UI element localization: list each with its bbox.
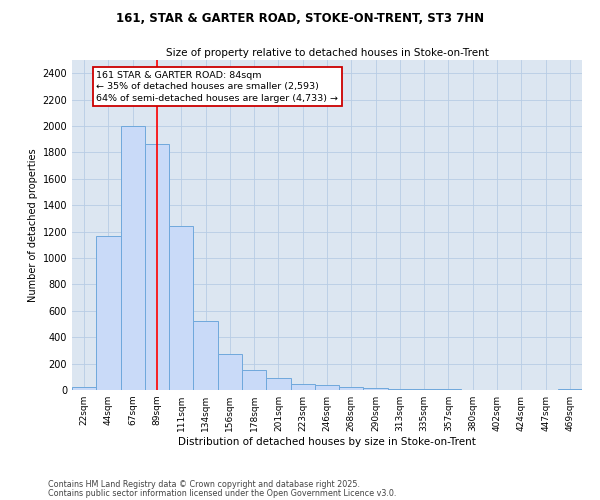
Bar [193,322,218,390]
Bar [364,388,388,390]
Text: 161, STAR & GARTER ROAD, STOKE-ON-TRENT, ST3 7HN: 161, STAR & GARTER ROAD, STOKE-ON-TRENT,… [116,12,484,26]
X-axis label: Distribution of detached houses by size in Stoke-on-Trent: Distribution of detached houses by size … [178,437,476,447]
Bar [266,378,290,390]
Title: Size of property relative to detached houses in Stoke-on-Trent: Size of property relative to detached ho… [166,48,488,58]
Bar [169,226,193,390]
Bar [290,384,315,390]
Bar [218,354,242,390]
Bar [339,388,364,390]
Bar [145,144,169,390]
Text: 161 STAR & GARTER ROAD: 84sqm
← 35% of detached houses are smaller (2,593)
64% o: 161 STAR & GARTER ROAD: 84sqm ← 35% of d… [96,70,338,103]
Bar [558,388,582,390]
Y-axis label: Number of detached properties: Number of detached properties [28,148,38,302]
Bar [388,389,412,390]
Bar [72,386,96,390]
Bar [96,236,121,390]
Text: Contains public sector information licensed under the Open Government Licence v3: Contains public sector information licen… [48,489,397,498]
Bar [242,370,266,390]
Bar [315,384,339,390]
Text: Contains HM Land Registry data © Crown copyright and database right 2025.: Contains HM Land Registry data © Crown c… [48,480,360,489]
Bar [121,126,145,390]
